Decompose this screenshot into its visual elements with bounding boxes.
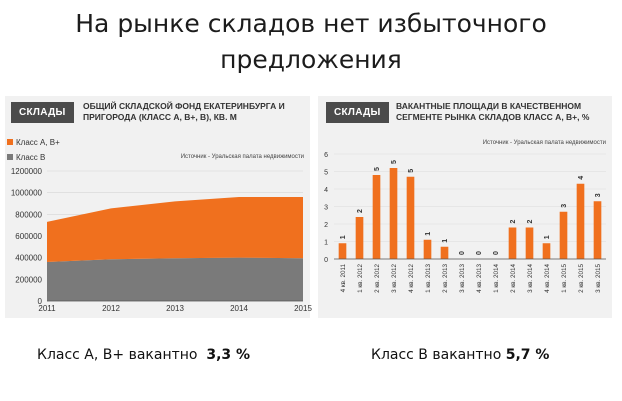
y-tick-label: 200000 (15, 275, 42, 284)
x-tick-label: 2015 (294, 304, 312, 313)
data-label: 0 (493, 251, 500, 255)
y-tick-label: 1000000 (11, 189, 43, 198)
bar (355, 217, 364, 259)
x-tick-label: 3 кв. 2013 (459, 264, 466, 293)
footer-class-a-text: Класс А, В+ вакантно (37, 347, 198, 363)
x-tick-label: 1 кв. 2014 (493, 264, 500, 293)
bar (406, 176, 415, 259)
bar (559, 211, 568, 259)
y-tick-label: 1200000 (11, 167, 43, 176)
data-label: 3 (561, 204, 568, 208)
footer-class-b: Класс В вакантно 5,7 % (371, 347, 549, 363)
x-tick-label: 1 кв. 2012 (357, 264, 364, 293)
data-label: 1 (442, 239, 449, 243)
y-tick-label: 2 (324, 222, 328, 229)
data-label: 5 (408, 169, 415, 173)
bar (525, 227, 534, 259)
legend-item-class-a: Класс А, В+ (7, 138, 60, 147)
section-tag: СКЛАДЫ (326, 102, 389, 123)
legend-swatch-class-b (7, 154, 13, 160)
bar (389, 168, 398, 259)
data-label: 2 (510, 220, 517, 224)
x-tick-label: 2 кв. 2015 (578, 264, 585, 293)
data-label: 0 (476, 251, 483, 255)
data-label: 2 (527, 220, 534, 224)
bar (593, 201, 602, 259)
y-tick-label: 3 (324, 205, 328, 212)
bar (338, 243, 347, 259)
y-tick-label: 0 (38, 297, 43, 306)
legend-label-class-a: Класс А, В+ (16, 138, 60, 147)
y-tick-label: 6 (324, 152, 328, 159)
warehouse-stock-panel: СКЛАДЫ ОБЩИЙ СКЛАДСКОЙ ФОНД ЕКАТЕРИНБУРГ… (5, 96, 313, 318)
y-tick-label: 1 (324, 240, 328, 247)
bar (423, 239, 432, 259)
data-label: 2 (357, 209, 364, 213)
chart-title: ВАКАНТНЫЕ ПЛОЩАДИ В КАЧЕСТВЕННОМ СЕГМЕНТ… (396, 101, 590, 122)
x-tick-label: 4 кв. 2013 (476, 264, 483, 293)
x-tick-label: 4 кв. 2012 (408, 264, 415, 293)
data-label: 5 (391, 160, 398, 164)
bar (372, 175, 381, 259)
vacancy-panel: СКЛАДЫ ВАКАНТНЫЕ ПЛОЩАДИ В КАЧЕСТВЕННОМ … (318, 96, 612, 318)
x-tick-label: 2011 (38, 304, 56, 313)
x-tick-label: 1 кв. 2013 (425, 264, 432, 293)
footer-class-a-value: 3,3 % (206, 347, 251, 363)
x-tick-label: 2 кв. 2014 (510, 264, 517, 293)
y-tick-label: 800000 (15, 210, 42, 219)
data-label: 4 (578, 176, 585, 180)
y-tick-label: 0 (324, 257, 328, 264)
bar (508, 227, 517, 259)
y-tick-label: 4 (324, 187, 328, 194)
x-tick-label: 4 кв. 2014 (544, 264, 551, 293)
area-series-0 (47, 257, 303, 301)
data-label: 1 (340, 235, 347, 239)
footer-class-b-text: Класс В вакантно (371, 347, 502, 363)
bar (542, 243, 551, 259)
legend-item-class-b: Класс В (7, 153, 45, 162)
chart-title: ОБЩИЙ СКЛАДСКОЙ ФОНД ЕКАТЕРИНБУРГА И ПРИ… (83, 101, 285, 122)
area-chart: 0 200000 400000 600000 800000 1000000 1200000 2… (11, 167, 313, 313)
bar-chart: 0 1 2 3 4 5 6 1 4 кв. 2011 2 1 кв. 2012 5 2 кв. 2012… (324, 152, 606, 293)
area-series-1 (47, 197, 303, 262)
data-label: 1 (425, 232, 432, 236)
y-tick-label: 600000 (15, 232, 42, 241)
chart-source: Источник - Уральская палата недвижимости (180, 154, 304, 160)
legend-swatch-class-a (7, 139, 13, 145)
bar (440, 246, 449, 259)
x-tick-label: 4 кв. 2011 (340, 264, 347, 293)
bar (576, 183, 585, 259)
y-tick-label: 400000 (15, 254, 42, 263)
y-tick-label: 5 (324, 170, 328, 177)
section-tag: СКЛАДЫ (11, 102, 74, 123)
x-tick-label: 2014 (230, 304, 248, 313)
footer-class-b-value: 5,7 % (505, 347, 550, 363)
x-tick-label: 2 кв. 2013 (442, 264, 449, 293)
chart-source: Источник - Уральская палата недвижимости (482, 140, 606, 146)
footer-class-a: Класс А, В+ вакантно 3,3 % (37, 347, 250, 363)
x-tick-label: 2012 (102, 304, 120, 313)
x-tick-label: 3 кв. 2012 (391, 264, 398, 293)
data-label: 1 (544, 235, 551, 239)
x-tick-label: 3 кв. 2014 (527, 264, 534, 293)
data-label: 3 (595, 193, 602, 197)
page-title: На рынке складов нет избыточного предлож… (75, 9, 547, 74)
x-tick-label: 2 кв. 2012 (374, 264, 381, 293)
x-tick-label: 2013 (166, 304, 184, 313)
x-tick-label: 3 кв. 2015 (595, 264, 602, 293)
data-label: 5 (374, 167, 381, 171)
legend-label-class-b: Класс В (16, 153, 46, 162)
x-tick-label: 1 кв. 2015 (561, 264, 568, 293)
data-label: 0 (459, 251, 466, 255)
